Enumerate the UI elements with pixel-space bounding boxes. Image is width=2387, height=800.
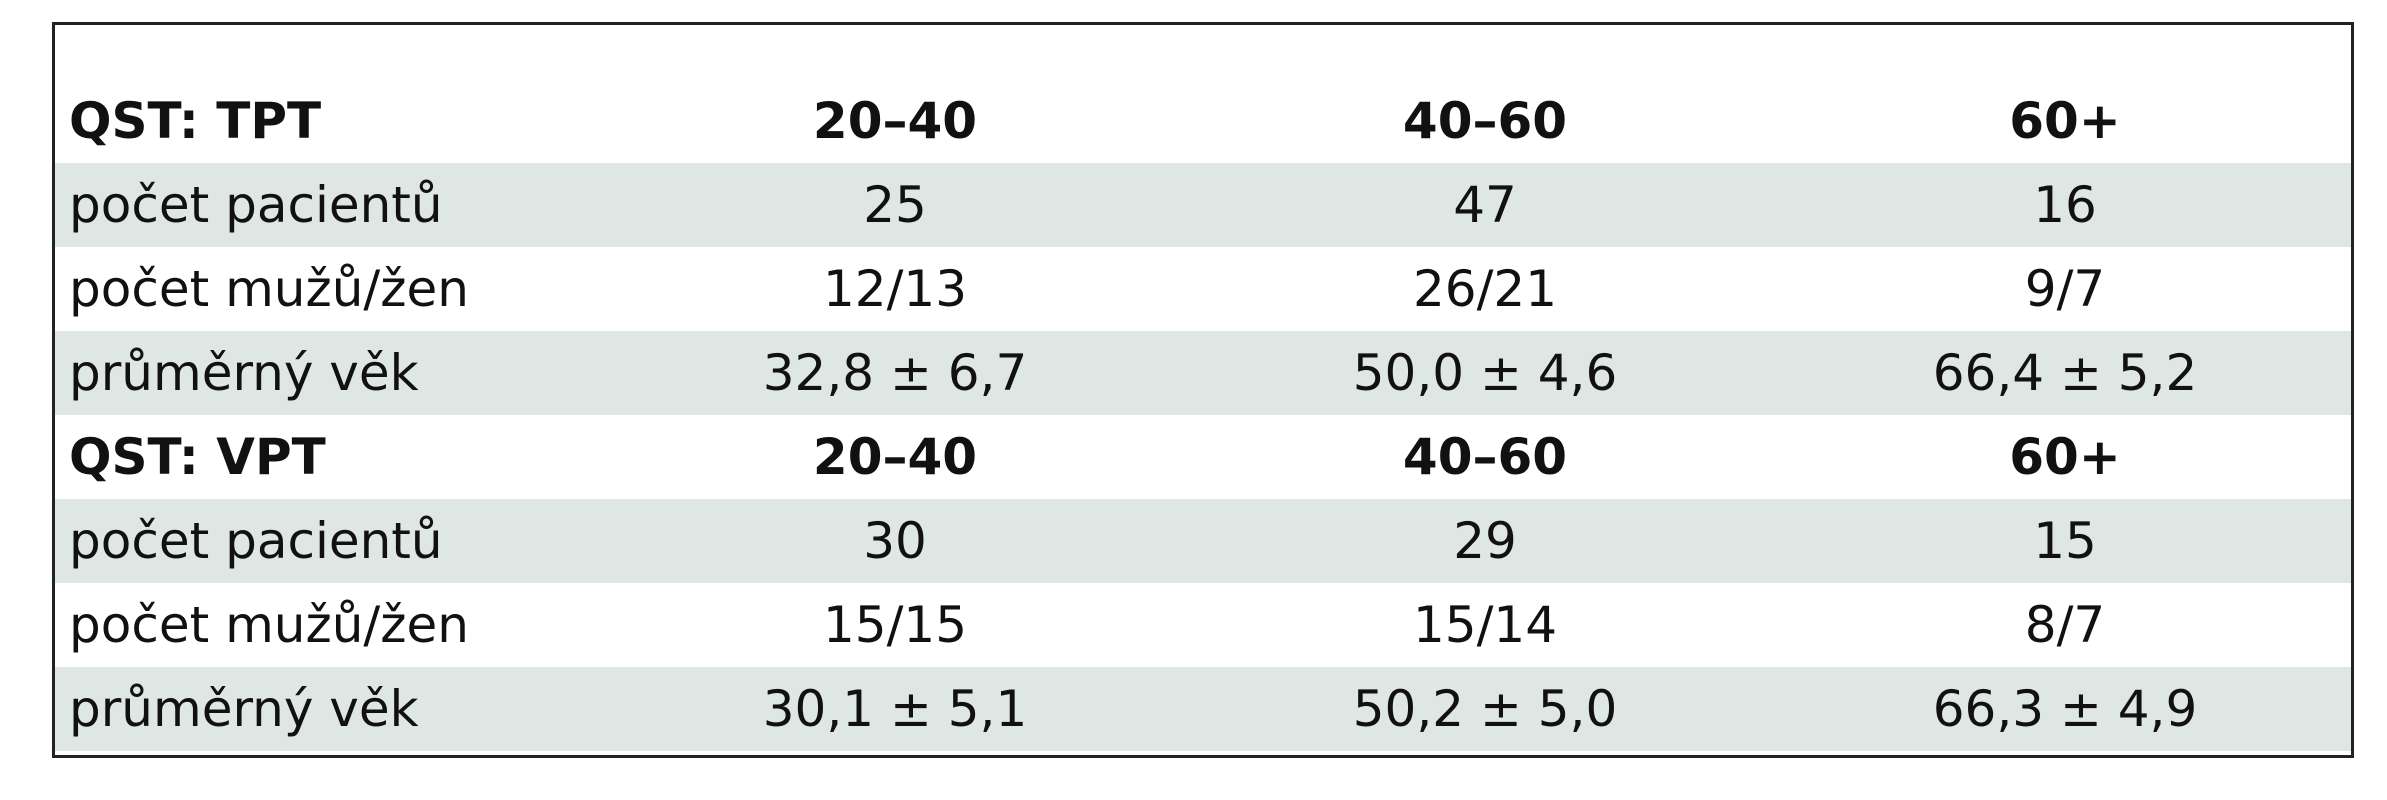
data-row: počet mužů/žen 12/13 26/21 9/7 xyxy=(55,247,2351,331)
table-cell: 40–60 xyxy=(1402,428,1568,486)
data-row: průměrný věk 30,1 ± 5,1 50,2 ± 5,0 66,3 ± 4… xyxy=(55,667,2351,751)
table-cell: 32,8 ± 6,7 xyxy=(762,344,1028,402)
table-cell: průměrný věk xyxy=(69,680,419,738)
table-cell: počet mužů/žen xyxy=(69,260,469,318)
header-row: QST: VPT 20–40 40–60 60+ xyxy=(55,415,2351,499)
table-cell: 16 xyxy=(2033,176,2097,234)
table-cell: 8/7 xyxy=(2024,596,2106,654)
table-cell: počet mužů/žen xyxy=(69,596,469,654)
table-cell: 20–40 xyxy=(812,428,978,486)
table-cell: 30 xyxy=(863,512,927,570)
table-cell: 66,4 ± 5,2 xyxy=(1932,344,2198,402)
table-cell: 40–60 xyxy=(1402,92,1568,150)
data-row: počet pacientů 30 29 15 xyxy=(55,499,2351,583)
data-row: počet mužů/žen 15/15 15/14 8/7 xyxy=(55,583,2351,667)
table-cell: počet pacientů xyxy=(69,512,443,570)
table-frame: QST: TPT 20–40 40–60 60+ počet pacientů 25 47 1… xyxy=(52,22,2354,758)
table-cell: 60+ xyxy=(2009,428,2121,486)
table-cell: 47 xyxy=(1453,176,1517,234)
table-cell: 15/14 xyxy=(1412,596,1558,654)
header-row: QST: TPT 20–40 40–60 60+ xyxy=(55,79,2351,163)
table-cell: QST: TPT xyxy=(69,92,322,150)
table-cell: QST: VPT xyxy=(69,428,326,486)
data-row: počet pacientů 25 47 16 xyxy=(55,163,2351,247)
table-cell: 25 xyxy=(863,176,927,234)
table-cell: 20–40 xyxy=(812,92,978,150)
table-cell: 12/13 xyxy=(822,260,968,318)
table-cell: 29 xyxy=(1453,512,1517,570)
table-cell: 30,1 ± 5,1 xyxy=(762,680,1028,738)
data-row: průměrný věk 32,8 ± 6,7 50,0 ± 4,6 66,4 ± 5… xyxy=(55,331,2351,415)
table-cell: 60+ xyxy=(2009,92,2121,150)
table-cell: 50,2 ± 5,0 xyxy=(1352,680,1618,738)
table-cell: 66,3 ± 4,9 xyxy=(1932,680,2198,738)
table-cell: 9/7 xyxy=(2024,260,2106,318)
table-cell: 26/21 xyxy=(1412,260,1558,318)
table: QST: TPT 20–40 40–60 60+ počet pacientů 25 47 1… xyxy=(55,79,2351,751)
table-cell: 15 xyxy=(2033,512,2097,570)
table-cell: 15/15 xyxy=(822,596,968,654)
table-cell: průměrný věk xyxy=(69,344,419,402)
table-cell: 50,0 ± 4,6 xyxy=(1352,344,1618,402)
table-cell: počet pacientů xyxy=(69,176,443,234)
